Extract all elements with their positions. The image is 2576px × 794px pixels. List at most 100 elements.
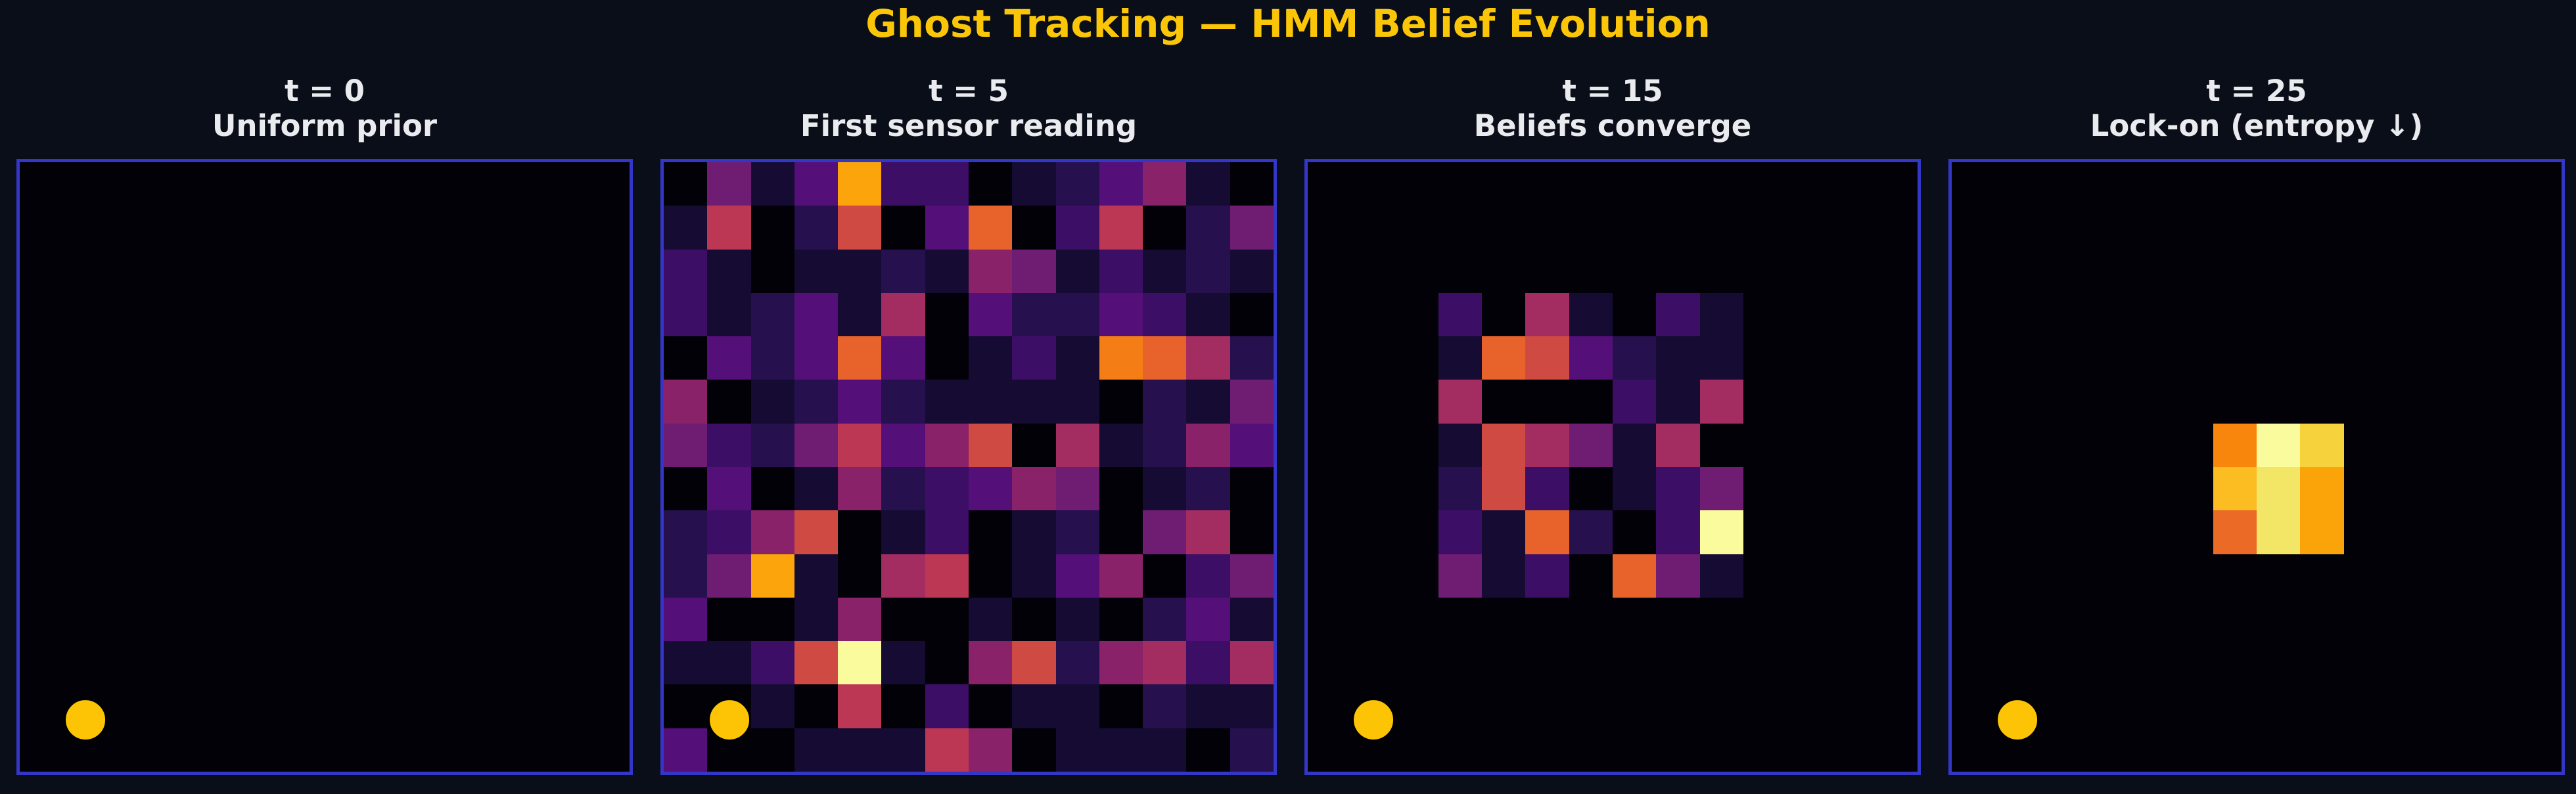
heatmap-cell [106,684,150,728]
heatmap-cell [1012,597,1056,642]
heatmap-cell [2431,292,2475,337]
heatmap-cell [106,249,150,293]
heatmap-cell [1525,597,1569,642]
heatmap-cell [1612,597,1657,642]
heatmap-cell [1952,292,1996,337]
heatmap-cell [106,728,150,772]
heatmap-cell [1874,292,1918,337]
heatmap-cell [455,641,499,685]
heatmap-cell [1055,597,1099,642]
heatmap-cell [1099,510,1143,554]
heatmap-cell [1308,728,1352,772]
heatmap-cell [1569,336,1613,380]
heatmap-cell [1952,249,1996,293]
heatmap-cell [2431,510,2475,554]
heatmap-cell [1743,554,1787,598]
heatmap-cell [1995,206,2039,250]
heatmap-cell [1743,728,1787,772]
heatmap-cell [2169,466,2213,511]
heatmap-cell [499,684,543,728]
heatmap-cell [1438,292,1483,337]
heatmap-cell [281,380,325,424]
heatmap-cell [1569,554,1613,598]
heatmap-cell [881,249,925,293]
heatmap-cell [455,292,499,337]
heatmap-cell [750,554,794,598]
heatmap-cell [2343,684,2387,728]
heatmap-cell [2082,597,2127,642]
heatmap-cell [1482,510,1526,554]
heatmap-cell [2038,380,2082,424]
heatmap-cell [838,684,882,728]
heatmap-cell [2343,336,2387,380]
heatmap-cell [1143,684,1187,728]
heatmap-cell [586,641,630,685]
heatmap-cell [237,206,281,250]
heatmap-cell [1995,249,2039,293]
heatmap-cell [794,249,839,293]
heatmap-cell [2474,684,2518,728]
heatmap-cell [1394,597,1438,642]
heatmap-cell [1230,510,1274,554]
heatmap-cell [1874,423,1918,467]
heatmap-cell [542,684,586,728]
heatmap-cell [2038,554,2082,598]
heatmap-cell [1099,206,1143,250]
heatmap-cell [2300,728,2344,772]
heatmap-cell [20,292,64,337]
heatmap-cell [20,641,64,685]
heatmap-cell [2169,380,2213,424]
heatmap-cell [925,684,969,728]
heatmap-cell [1525,684,1569,728]
heatmap-cell [1482,728,1526,772]
heatmap-cell [1099,554,1143,598]
heatmap-cell [1438,510,1483,554]
heatmap-cell [2518,292,2562,337]
heatmap-cell [1230,380,1274,424]
heatmap-cell [1995,423,2039,467]
heatmap-cell [499,292,543,337]
heatmap-cell [925,206,969,250]
heatmap-cell [411,162,455,206]
heatmap-cell [2038,466,2082,511]
heatmap-cell [368,336,412,380]
heatmap-cell [881,466,925,511]
heatmap-cell [455,423,499,467]
heatmap-cell [2387,728,2431,772]
heatmap-cell [324,336,369,380]
heatmap-cell [2082,206,2127,250]
heatmap-cell [1612,466,1657,511]
ghost-marker [1352,698,1396,742]
heatmap-cell [2387,510,2431,554]
heatmap-cell [542,292,586,337]
heatmap-cell [2387,684,2431,728]
heatmap-cell [368,423,412,467]
heatmap-cell [499,728,543,772]
heatmap-cell [2169,162,2213,206]
heatmap-cell [1612,510,1657,554]
heatmap-cell [237,684,281,728]
heatmap-cell [881,380,925,424]
heatmap-cell [150,336,195,380]
heatmap-cell [2474,336,2518,380]
heatmap-cell [1012,466,1056,511]
heatmap-cell [1351,336,1395,380]
heatmap-cell [411,336,455,380]
heatmap-cell [281,641,325,685]
heatmap-cell [1230,554,1274,598]
heatmap-cell [194,380,238,424]
heatmap-cell [2038,292,2082,337]
heatmap-cell [455,162,499,206]
heatmap-cell [2126,249,2170,293]
heatmap-cell [455,380,499,424]
heatmap-cell [750,162,794,206]
heatmap-cell [2431,597,2475,642]
heatmap-cell [2387,641,2431,685]
heatmap-cell [968,466,1013,511]
heatmap-grid-t25 [1952,162,2562,772]
heatmap-cell [2300,641,2344,685]
heatmap-cell [1874,162,1918,206]
figure-title: Ghost Tracking — HMM Belief Evolution [865,1,1711,46]
heatmap-cell [2256,510,2301,554]
heatmap-cell [1830,597,1874,642]
